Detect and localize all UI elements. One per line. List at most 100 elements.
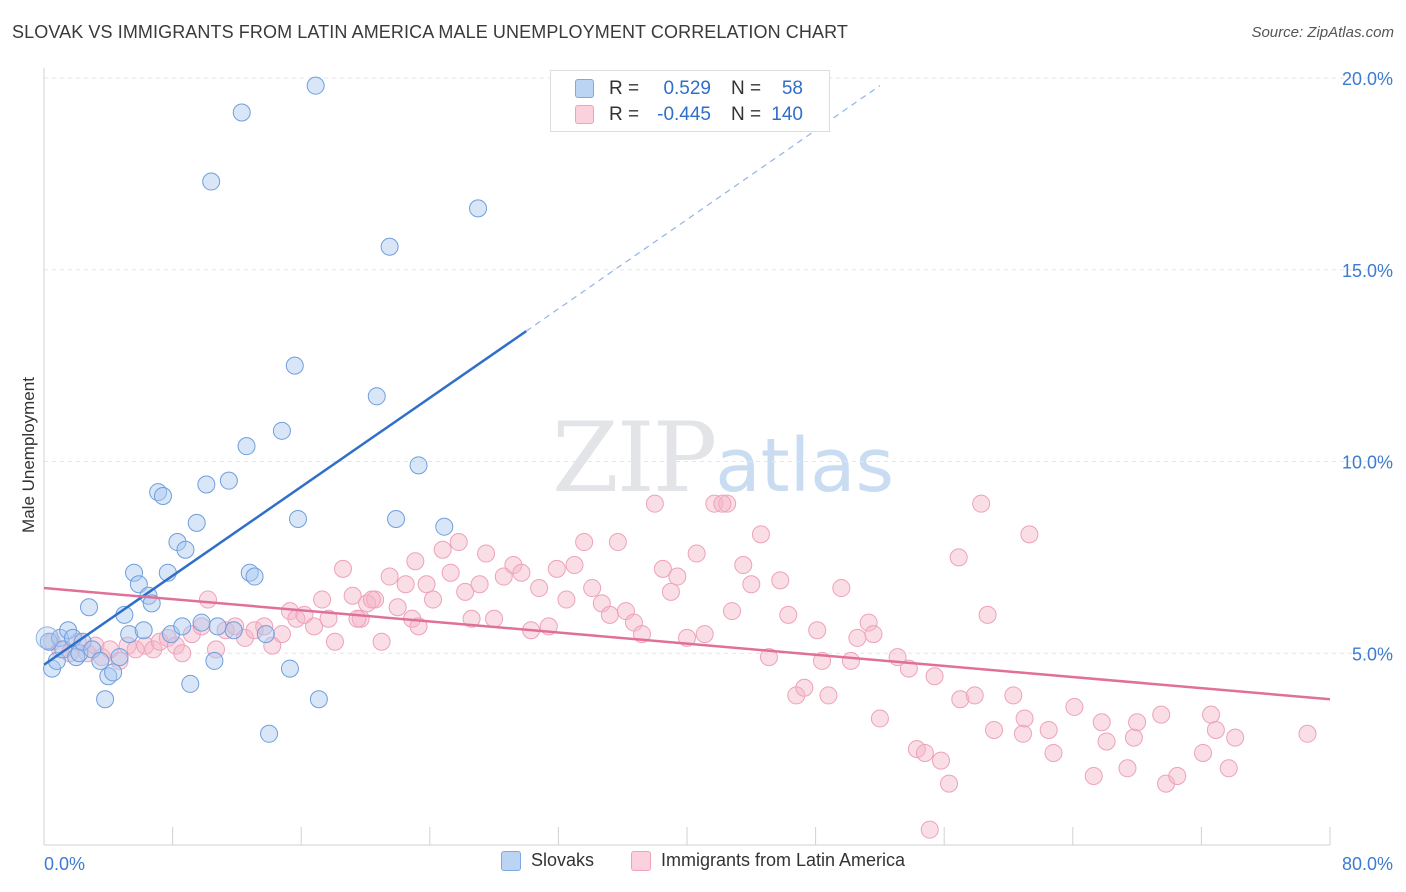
- latin-america-point: [406, 552, 425, 571]
- latin-america-point: [1298, 724, 1317, 743]
- slovaks-point: [120, 625, 139, 644]
- y-tick-label: 5.0%: [1352, 644, 1393, 664]
- slovaks-point: [232, 103, 251, 122]
- latin-america-point: [272, 625, 291, 644]
- latin-america-point: [870, 709, 889, 728]
- slovaks-point: [237, 437, 256, 456]
- latin-america-point: [166, 636, 185, 655]
- slovaks-point: [202, 172, 221, 191]
- latin-america-point: [100, 640, 119, 659]
- latin-america-point: [940, 774, 959, 793]
- latin-america-point: [126, 640, 145, 659]
- latin-america-point: [951, 690, 970, 709]
- x-tick-label: 0.0%: [44, 854, 85, 874]
- r-value: -0.445: [657, 104, 711, 125]
- latin-america-point: [978, 605, 997, 624]
- latin-america-point: [1128, 713, 1147, 732]
- latin-america-point: [263, 636, 282, 655]
- latin-america-point: [931, 751, 950, 770]
- latin-america-point: [1065, 697, 1084, 716]
- latin-america-point: [557, 590, 576, 609]
- slovaks-point: [219, 471, 238, 490]
- latin-america-point: [1202, 705, 1221, 724]
- latin-america-point: [985, 720, 1004, 739]
- latin-america-point: [409, 617, 428, 636]
- latin-america-point: [575, 533, 594, 552]
- stat-row-slovaks: R = 0.529 N = 58: [551, 76, 829, 102]
- latin-america-point: [1020, 525, 1039, 544]
- latin-america-point: [512, 563, 531, 582]
- slovaks-point: [110, 648, 129, 667]
- slovaks-point: [91, 651, 110, 670]
- slovaks-point: [409, 456, 428, 475]
- legend-swatch-slovaks: [500, 850, 521, 871]
- latin-america-point: [600, 605, 619, 624]
- latin-america-point: [319, 609, 338, 628]
- legend-label-latin-america: Immigrants from Latin America: [660, 850, 906, 870]
- slovaks-point: [309, 690, 328, 709]
- latin-america-point: [1044, 743, 1063, 762]
- latin-america-point: [173, 644, 192, 663]
- latin-america-point: [864, 625, 883, 644]
- latin-america-point: [718, 494, 737, 513]
- latin-america-point: [192, 617, 211, 636]
- slovaks-point: [125, 563, 144, 582]
- latin-america-point: [424, 590, 443, 609]
- legend-item-slovaks: Slovaks: [500, 850, 594, 871]
- n-value: 140: [771, 104, 803, 125]
- slovaks-point: [380, 237, 399, 256]
- latin-america-point: [477, 544, 496, 563]
- latin-america-point: [795, 678, 814, 697]
- axes: [43, 68, 1331, 846]
- y-tick-label: 10.0%: [1342, 453, 1393, 473]
- latin-america-point: [110, 651, 129, 670]
- latin-america-point: [925, 667, 944, 686]
- slovaks-point: [153, 487, 172, 506]
- latin-america-point: [1097, 732, 1116, 751]
- slovaks-point: [96, 690, 115, 709]
- latin-america-point: [380, 567, 399, 586]
- latin-america-point: [1039, 720, 1058, 739]
- legend-item-latin-america: Immigrants from Latin America: [630, 850, 906, 871]
- slovaks-trend-extension: [525, 85, 881, 332]
- latin-america-point: [1013, 724, 1032, 743]
- latin-america-point: [1084, 766, 1103, 785]
- latin-america-point: [565, 556, 584, 575]
- n-label: N =: [731, 104, 762, 125]
- latin-america-point: [819, 686, 838, 705]
- latin-america-point: [742, 575, 761, 594]
- stat-row-latin-america: R = -0.445 N = 140: [551, 102, 829, 128]
- latin-america-point: [848, 628, 867, 647]
- latin-america-point: [343, 586, 362, 605]
- watermark-zip: ZIP: [552, 402, 717, 514]
- latin-america-point: [759, 648, 778, 667]
- series-slovaks-points: [35, 76, 488, 743]
- r-label: R =: [609, 104, 640, 125]
- latin-america-point: [1194, 743, 1213, 762]
- bottom-legend: Slovaks Immigrants from Latin America: [0, 850, 1406, 876]
- slovaks-point: [73, 632, 92, 651]
- slovaks-point: [205, 651, 224, 670]
- slovaks-point: [288, 510, 307, 529]
- axis-labels: 5.0% 10.0% 15.0% 20.0% 0.0% 80.0% Male Unemplo…: [19, 69, 1393, 874]
- latin-america-point: [808, 621, 827, 640]
- slovaks-point: [260, 724, 279, 743]
- latin-america-point: [1015, 709, 1034, 728]
- latin-america-point: [1168, 766, 1187, 785]
- slovaks-point: [208, 617, 227, 636]
- slovaks-point: [134, 621, 153, 640]
- latin-america-point: [441, 563, 460, 582]
- latin-america-point: [920, 820, 939, 839]
- latin-america-point: [841, 651, 860, 670]
- latin-america-point: [255, 617, 274, 636]
- latin-america-point: [198, 590, 217, 609]
- slovaks-point: [197, 475, 216, 494]
- latin-america-point: [388, 598, 407, 617]
- latin-america-point: [1004, 686, 1023, 705]
- correlation-legend: R = 0.529 N = 58 R = -0.445 N = 140: [550, 70, 830, 132]
- slovaks-point: [187, 513, 206, 532]
- n-label: N =: [731, 78, 762, 99]
- y-tick-label: 20.0%: [1342, 69, 1393, 89]
- latin-america-point: [462, 609, 481, 628]
